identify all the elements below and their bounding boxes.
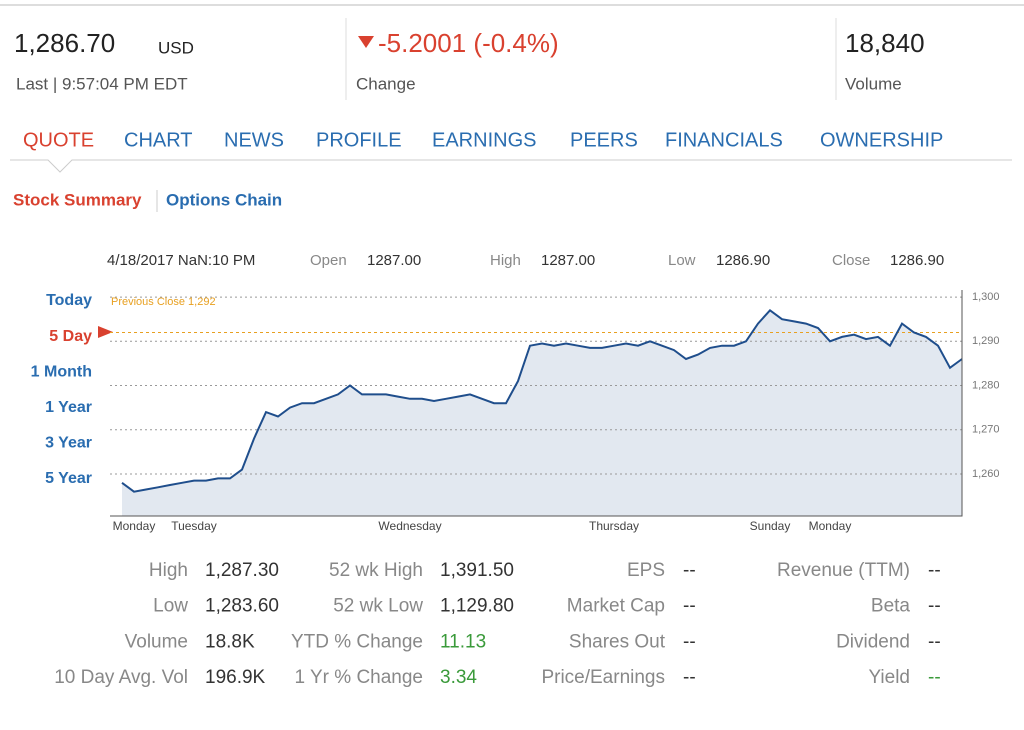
stat-value: 3.34 (440, 667, 477, 688)
tab[interactable]: EARNINGS (432, 129, 536, 151)
x-tick-label: Monday (113, 519, 156, 533)
stat-label: High (149, 560, 188, 581)
chart-info: 1286.90 (716, 252, 770, 269)
chart-info: Close (832, 252, 870, 269)
y-tick-label: 1,270 (972, 424, 1000, 436)
y-tick-label: 1,290 (972, 335, 1000, 347)
down-arrow (358, 36, 374, 48)
chart-info: Open (310, 252, 347, 269)
axis (110, 290, 963, 517)
x-tick-label: Wednesday (378, 519, 441, 533)
price: 1,286.70 (14, 28, 115, 58)
stat-label: Revenue (TTM) (777, 560, 910, 581)
currency: USD (158, 38, 194, 57)
stat-value: -- (928, 560, 941, 581)
range-link[interactable]: 1 Month (31, 363, 92, 380)
range-link[interactable]: 1 Year (45, 399, 92, 416)
change-label: Change (356, 74, 416, 93)
tab[interactable]: PROFILE (316, 129, 402, 151)
stat-label: 1 Yr % Change (294, 667, 423, 688)
stat-label: 52 wk Low (333, 596, 423, 617)
stat-label: Volume (125, 631, 188, 652)
chart-info: Low (668, 252, 696, 269)
stat-label: EPS (627, 560, 665, 581)
volume: 18,840 (845, 28, 925, 58)
stat-value: -- (928, 596, 941, 617)
stat-value: 1,283.60 (205, 596, 279, 617)
stat-value: -- (683, 631, 696, 652)
tab[interactable]: QUOTE (23, 129, 94, 151)
area (122, 310, 962, 516)
stat-value: 1,129.80 (440, 596, 514, 617)
stat-label: Low (153, 596, 188, 617)
stat-value: -- (683, 560, 696, 581)
change: -5.2001 (-0.4%) (378, 28, 559, 58)
volume-label: Volume (845, 74, 902, 93)
stat-value: 196.9K (205, 667, 266, 688)
chart-info: 4/18/2017 NaN:10 PM (107, 252, 255, 269)
chart-info: High (490, 252, 521, 269)
stat-value: -- (928, 631, 941, 652)
tab[interactable]: OWNERSHIP (820, 129, 943, 151)
range-link[interactable]: 5 Day (49, 328, 92, 345)
tab[interactable]: CHART (124, 129, 193, 151)
stat-value: 18.8K (205, 631, 255, 652)
range-link[interactable]: Today (46, 292, 92, 309)
reference-label: Previous Close 1,292 (111, 296, 216, 308)
subtab[interactable]: Stock Summary (13, 190, 142, 209)
range-link[interactable]: 3 Year (45, 435, 92, 452)
x-tick-label: Thursday (589, 519, 639, 533)
tab[interactable]: FINANCIALS (665, 129, 783, 151)
stat-label: 52 wk High (329, 560, 423, 581)
chart-info: 1287.00 (367, 252, 421, 269)
chart-info: 1286.90 (890, 252, 944, 269)
subtab[interactable]: Options Chain (166, 190, 282, 209)
stat-label: Shares Out (569, 631, 666, 652)
stat-label: Yield (868, 667, 910, 688)
last-time: Last | 9:57:04 PM EDT (16, 74, 188, 93)
stat-value: -- (683, 667, 696, 688)
stat-label: Beta (871, 596, 911, 617)
x-tick-label: Sunday (750, 519, 791, 533)
stat-value: 1,287.30 (205, 560, 279, 581)
stat-value: 11.13 (440, 631, 486, 652)
stat-label: Price/Earnings (541, 667, 665, 688)
x-tick-label: Monday (809, 519, 852, 533)
range-link[interactable]: 5 Year (45, 470, 92, 487)
stat-label: Market Cap (567, 596, 665, 617)
tab[interactable]: PEERS (570, 129, 638, 151)
stat-value: 1,391.50 (440, 560, 514, 581)
stat-value: -- (928, 667, 941, 688)
x-tick-label: Tuesday (171, 519, 217, 533)
range-marker (98, 326, 113, 338)
stat-label: YTD % Change (291, 631, 423, 652)
stat-value: -- (683, 596, 696, 617)
y-tick-label: 1,300 (972, 291, 1000, 303)
y-tick-label: 1,280 (972, 379, 1000, 391)
stat-label: Dividend (836, 631, 910, 652)
price-line (121, 308, 963, 493)
y-tick-label: 1,260 (972, 468, 1000, 480)
stat-label: 10 Day Avg. Vol (54, 667, 188, 688)
chart-info: 1287.00 (541, 252, 595, 269)
tab-underline (10, 159, 1012, 173)
tab[interactable]: NEWS (224, 129, 284, 151)
